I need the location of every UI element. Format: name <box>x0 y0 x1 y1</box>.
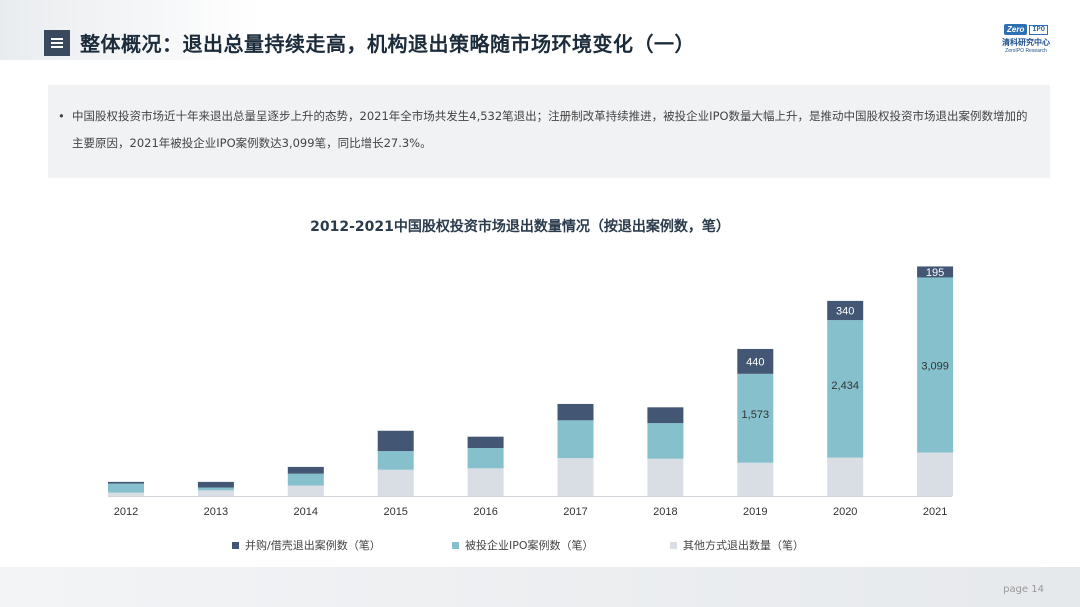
legend-label-other: 其他方式退出数量（笔） <box>683 539 804 552</box>
bar-other-2013 <box>197 490 234 496</box>
legend-label-ipo: 被投企业IPO案例数（笔） <box>465 539 594 552</box>
x-tick-label-2012: 2012 <box>114 506 138 518</box>
bar-ipo-2014 <box>287 473 324 486</box>
data-label-mna-2020: 340 <box>836 305 854 317</box>
bar-other-2017 <box>557 458 594 496</box>
bar-other-2021 <box>917 452 954 496</box>
bar-mna-2014 <box>287 466 324 474</box>
bar-mna-2018 <box>647 407 684 424</box>
bar-mna-2012 <box>108 481 144 484</box>
bar-other-2012 <box>108 492 144 496</box>
bar-mna-2020 <box>827 300 864 321</box>
x-tick-label-2018: 2018 <box>653 506 677 518</box>
x-tick-label-2016: 2016 <box>473 506 497 518</box>
logo-name-cn: 清科研究中心 <box>1002 38 1050 47</box>
header-background <box>0 0 260 60</box>
legend-swatch-mna <box>232 541 239 549</box>
page-number: page 14 <box>1003 584 1044 595</box>
bar-ipo-2017 <box>557 420 594 459</box>
bar-ipo-2020 <box>827 320 864 458</box>
bar-mna-2017 <box>557 403 594 421</box>
bar-ipo-2015 <box>377 451 414 470</box>
bar-other-2014 <box>287 485 324 496</box>
bar-other-2019 <box>737 462 774 496</box>
bar-ipo-2019 <box>737 373 774 463</box>
data-label-ipo-2020: 2,434 <box>831 380 859 392</box>
footer-bar <box>0 567 1080 607</box>
data-label-mna-2021: 195 <box>926 267 944 279</box>
bar-ipo-2018 <box>647 423 684 459</box>
x-tick-label-2015: 2015 <box>383 506 407 518</box>
logo-mark-right: IPO <box>1029 24 1048 35</box>
legend-item-ipo: 被投企业IPO案例数（笔） <box>452 537 594 553</box>
bullet-marker: • <box>58 109 65 123</box>
x-tick-label-2014: 2014 <box>294 506 318 518</box>
bar-mna-2013 <box>197 481 234 488</box>
legend-swatch-other <box>670 541 677 549</box>
logo-name-en: ZeroIPO Research <box>1005 48 1047 54</box>
chart-title: 2012-2021中国股权投资市场退出数量情况（按退出案例数，笔） <box>310 219 730 235</box>
page-title: 整体概况：退出总量持续走高，机构退出策略随市场环境变化（一） <box>80 32 695 56</box>
bar-ipo-2013 <box>197 487 234 491</box>
bar-other-2018 <box>647 458 684 496</box>
bar-ipo-2012 <box>108 483 144 493</box>
legend-item-other: 其他方式退出数量（笔） <box>670 537 804 553</box>
chart-legend: 并购/借壳退出案例数（笔） 被投企业IPO案例数（笔） 其他方式退出数量（笔） <box>0 537 1080 557</box>
bar-mna-2019 <box>737 348 774 374</box>
x-tick-label-2020: 2020 <box>833 506 857 518</box>
data-label-ipo-2021: 3,099 <box>921 360 949 372</box>
zeroipo-logo: Zero IPO 清科研究中心 ZeroIPO Research <box>996 24 1056 54</box>
x-tick-label-2021: 2021 <box>923 506 947 518</box>
logo-mark-left: Zero <box>1004 24 1028 35</box>
legend-swatch-ipo <box>452 541 459 549</box>
bar-mna-2016 <box>467 436 504 448</box>
bar-mna-2021 <box>917 266 954 278</box>
x-tick-label-2013: 2013 <box>204 506 228 518</box>
data-label-ipo-2019: 1,573 <box>742 409 770 421</box>
x-tick-label-2019: 2019 <box>743 506 767 518</box>
bar-mna-2015 <box>377 430 414 452</box>
menu-icon[interactable] <box>44 30 70 56</box>
legend-label-mna: 并购/借壳退出案例数（笔） <box>245 539 381 552</box>
summary-box: • 中国股权投资市场近十年来退出总量呈逐步上升的态势，2021年全市场共发生4,… <box>48 85 1050 178</box>
bar-other-2015 <box>377 469 414 496</box>
summary-text: 中国股权投资市场近十年来退出总量呈逐步上升的态势，2021年全市场共发生4,53… <box>72 109 1028 150</box>
bar-other-2016 <box>467 468 504 496</box>
bar-other-2020 <box>827 457 864 496</box>
x-tick-label-2017: 2017 <box>563 506 587 518</box>
bar-ipo-2021 <box>917 277 954 453</box>
bar-ipo-2016 <box>467 447 504 469</box>
data-label-mna-2019: 440 <box>746 356 764 368</box>
legend-item-mna: 并购/借壳退出案例数（笔） <box>232 537 381 553</box>
stacked-bar-chart: 2012 2013 2014 2015 2016 2017 2018 2019 1,573 440… <box>108 266 954 518</box>
